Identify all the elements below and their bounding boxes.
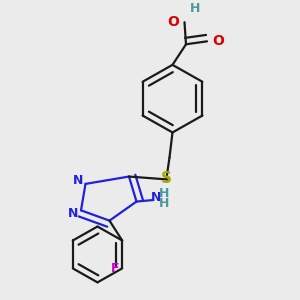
Text: N: N: [151, 190, 161, 204]
Text: F: F: [110, 262, 119, 275]
Text: H: H: [159, 197, 170, 210]
Text: N: N: [68, 207, 79, 220]
Text: N: N: [73, 175, 83, 188]
Text: O: O: [167, 15, 179, 29]
Text: S: S: [161, 170, 172, 185]
Text: H: H: [159, 187, 170, 200]
Text: H: H: [190, 2, 200, 15]
Text: O: O: [212, 34, 224, 48]
